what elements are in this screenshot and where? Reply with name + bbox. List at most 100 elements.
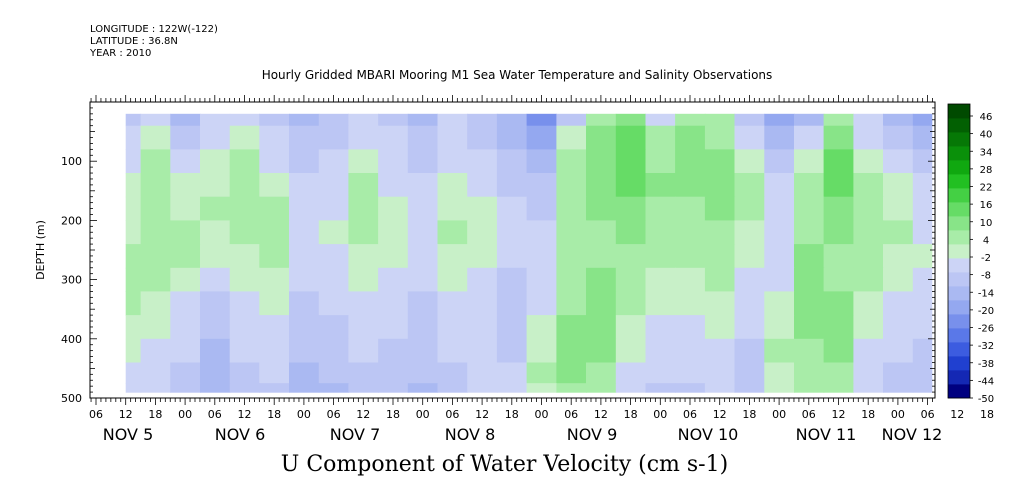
colorbar-swatch [948, 384, 970, 399]
heatmap-cell [675, 383, 706, 393]
x-tick-label: 18 [267, 408, 281, 421]
y-tick-label: 500 [61, 392, 82, 405]
colorbar-swatch [948, 342, 970, 357]
x-tick-label: 06 [802, 408, 816, 421]
heatmap-cell [586, 315, 617, 340]
heatmap-cell [764, 125, 795, 150]
heatmap-cell [526, 125, 557, 150]
heatmap-cell [794, 125, 825, 150]
x-tick-label: 00 [891, 408, 905, 421]
heatmap-cell [764, 220, 795, 245]
heatmap-cell [853, 315, 884, 340]
heatmap-cell [556, 173, 587, 198]
heatmap-cell [912, 220, 933, 245]
heatmap-cell [556, 362, 587, 384]
colorbar-label: 46 [980, 112, 993, 123]
x-day-label: NOV 8 [445, 425, 496, 444]
heatmap-cell [467, 383, 498, 393]
colorbar-swatch [948, 188, 970, 203]
heatmap-cell [407, 173, 439, 198]
heatmap-cell [467, 315, 498, 340]
heatmap-cell [675, 291, 706, 316]
heatmap-cell [615, 173, 647, 198]
heatmap-cell [170, 125, 201, 150]
heatmap-cell [675, 315, 706, 340]
heatmap-cell [289, 291, 320, 316]
colorbar-label: 28 [980, 165, 993, 176]
heatmap-cell [437, 244, 468, 269]
heatmap-cell [378, 173, 409, 198]
heatmap-cell [734, 338, 765, 364]
heatmap-cell [526, 315, 557, 340]
heatmap-cell [586, 383, 617, 393]
heatmap-cell [437, 291, 468, 316]
colorbar-label: -38 [978, 359, 994, 370]
heatmap-cell [140, 267, 171, 293]
heatmap-cell [229, 125, 260, 150]
colorbar-swatch [948, 300, 970, 315]
x-day-label: NOV 12 [882, 425, 943, 444]
heatmap-cell [526, 267, 557, 293]
heatmap-cell [645, 291, 676, 316]
heatmap-cell [675, 125, 706, 150]
heatmap-cell [556, 113, 587, 127]
colorbar-swatch [948, 244, 970, 259]
heatmap-cell [170, 196, 201, 221]
heatmap-cell [378, 291, 409, 316]
heatmap-cell [437, 196, 468, 221]
heatmap-cell [125, 291, 142, 316]
x-tick-label: 12 [475, 408, 489, 421]
heatmap-cell [883, 315, 914, 340]
heatmap-cell [645, 220, 676, 245]
heatmap-cell [764, 383, 795, 393]
heatmap-cell [794, 291, 825, 316]
heatmap-cell [125, 125, 142, 150]
heatmap-cell [883, 362, 914, 384]
heatmap-cell [407, 362, 439, 384]
heatmap-cell [229, 362, 260, 384]
heatmap-cell [170, 338, 201, 364]
heatmap-cell [704, 338, 736, 364]
heatmap-cell [734, 362, 765, 384]
heatmap-cell [140, 362, 171, 384]
heatmap-cell [140, 291, 171, 316]
x-tick-label: 06 [327, 408, 341, 421]
heatmap-cell [853, 267, 884, 293]
heatmap-cell [318, 315, 350, 340]
heatmap-cell [467, 173, 498, 198]
heatmap-cell [407, 267, 439, 293]
heatmap-cell [615, 315, 647, 340]
heatmap-cell [318, 267, 350, 293]
heatmap-cell [318, 220, 350, 245]
heatmap-cell [229, 291, 260, 316]
heatmap-cell [348, 267, 379, 293]
heatmap-cell [764, 196, 795, 221]
x-tick-label: 06 [564, 408, 578, 421]
colorbar: 46 40 34 28 22 16 10 4 -2 -8 -14 -20 -26 -32 -38 -44 -50 [947, 103, 994, 405]
heatmap-cell [764, 173, 795, 198]
heatmap-cell [615, 125, 647, 150]
colorbar-swatch [948, 104, 970, 119]
heatmap-cell [853, 173, 884, 198]
heatmap-cell [645, 196, 676, 221]
heatmap-cell [378, 196, 409, 221]
heatmap-cell [853, 125, 884, 150]
x-tick-label: 12 [238, 408, 252, 421]
heatmap-cell [467, 149, 498, 174]
heatmap-cell [437, 383, 468, 393]
heatmap-cell [675, 196, 706, 221]
heatmap-cell [704, 267, 736, 293]
colorbar-swatch [948, 230, 970, 245]
heatmap-cell [704, 149, 736, 174]
heatmap-cell [289, 113, 320, 127]
heatmap-cell [437, 267, 468, 293]
heatmap-cell [883, 338, 914, 364]
heatmap-cell [675, 220, 706, 245]
heatmap-cell [823, 113, 854, 127]
heatmap-cell [794, 113, 825, 127]
heatmap-cell [200, 383, 231, 393]
x-tick-label: 06 [921, 408, 935, 421]
heatmap-cell [407, 113, 439, 127]
chart-title: Hourly Gridded MBARI Mooring M1 Sea Wate… [261, 68, 773, 82]
